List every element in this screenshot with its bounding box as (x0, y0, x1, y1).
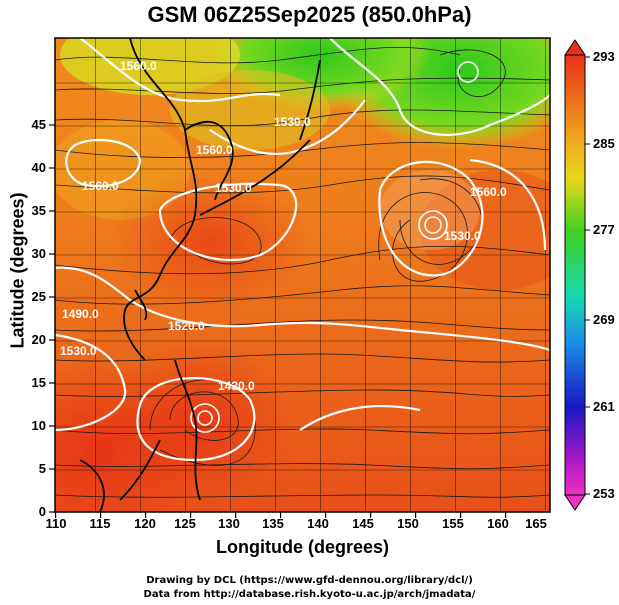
colorbar-tick-label: 261 (593, 399, 615, 414)
contour-label: 1430.0 (218, 379, 255, 393)
credit-drawing: Drawing by DCL (https://www.gfd-dennou.o… (146, 575, 473, 586)
y-tick-label: 5 (38, 461, 46, 476)
contour-label: 1530.0 (444, 229, 481, 243)
colorbar-tick-label: 277 (593, 222, 615, 237)
colorbar-tick-label: 253 (593, 486, 615, 501)
height-contours (54, 37, 551, 462)
y-tick-label: 45 (31, 117, 46, 132)
plot-frame (54, 37, 551, 513)
colorbar-tick-label: 269 (593, 312, 615, 327)
y-tick-label: 25 (31, 289, 46, 304)
y-tick-label: 0 (38, 504, 46, 519)
y-tick-label: 15 (31, 375, 46, 390)
axis-ticks (49, 124, 507, 518)
contour-label: 1560.0 (470, 185, 507, 199)
x-axis-label: Longitude (degrees) (215, 537, 389, 557)
coastlines (79, 37, 321, 513)
contour-label: 1520.0 (168, 319, 205, 333)
x-tick-label: 130 (218, 516, 240, 531)
x-tick-label: 150 (397, 516, 419, 531)
contour-label: 1490.0 (62, 307, 99, 321)
y-tick-label: 30 (31, 246, 46, 261)
y-tick-label: 20 (31, 332, 46, 347)
colorbar-tick-label: 293 (593, 49, 615, 64)
contour-label: 1530.0 (60, 344, 97, 358)
x-tick-label: 140 (307, 516, 329, 531)
x-tick-label: 125 (174, 516, 196, 531)
contour-label: 1560.0 (82, 179, 119, 193)
y-tick-label: 10 (31, 418, 46, 433)
y-tick-label: 40 (31, 160, 46, 175)
low-centers (190, 61, 479, 433)
temperature-field (55, 38, 550, 512)
x-tick-label: 115 (89, 516, 111, 531)
x-tick-label: 155 (442, 516, 464, 531)
contour-label: 1530.0 (274, 115, 311, 129)
x-tick-label: 110 (45, 516, 67, 531)
contour-label: 1560.0 (196, 143, 233, 157)
x-tick-label: 160 (487, 516, 509, 531)
map-title: GSM 06Z25Sep2025 (850.0hPa) (147, 2, 472, 27)
colorbar-tick-label: 285 (593, 136, 615, 151)
y-tick-label: 35 (31, 203, 46, 218)
x-tick-label: 135 (262, 516, 284, 531)
contour-label: 1530.0 (215, 181, 252, 195)
colorbar (564, 39, 590, 511)
x-tick-label: 120 (134, 516, 156, 531)
contour-label: 1560.0 (120, 59, 157, 73)
x-tick-label: 145 (352, 516, 374, 531)
x-tick-label: 165 (525, 516, 547, 531)
credit-data: Data from http://database.rish.kyoto-u.a… (143, 589, 476, 600)
